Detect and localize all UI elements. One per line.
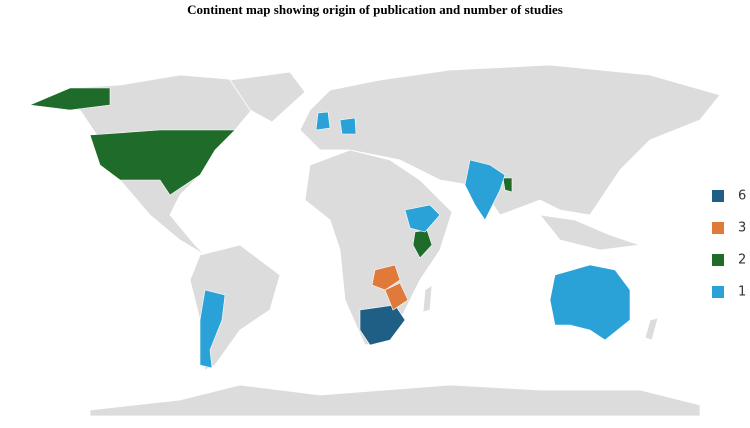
region — [371, 264, 401, 291]
base-map — [29, 64, 721, 417]
region — [384, 282, 409, 311]
legend-label: 1 — [738, 285, 746, 300]
legend-label: 3 — [738, 221, 746, 236]
africa — [304, 149, 453, 346]
legend-label: 6 — [738, 189, 746, 204]
region — [28, 87, 111, 111]
region — [404, 204, 441, 233]
new-zealand — [644, 317, 659, 341]
antarctica — [89, 384, 701, 417]
eurasia — [299, 64, 721, 216]
legend-swatch — [712, 286, 724, 298]
madagascar — [422, 284, 433, 313]
legend-swatch — [712, 254, 724, 266]
legend-label: 2 — [738, 253, 746, 268]
region — [502, 177, 513, 193]
legend-swatch — [712, 222, 724, 234]
region — [464, 159, 506, 221]
region — [549, 264, 631, 341]
southeast-asia — [539, 214, 641, 251]
greenland — [229, 71, 306, 123]
chart-title: Continent map showing origin of publicat… — [187, 2, 563, 17]
region — [315, 111, 331, 131]
region — [89, 129, 236, 196]
region — [359, 304, 406, 346]
region — [339, 117, 357, 135]
legend-swatch — [712, 190, 724, 202]
region — [199, 289, 226, 369]
